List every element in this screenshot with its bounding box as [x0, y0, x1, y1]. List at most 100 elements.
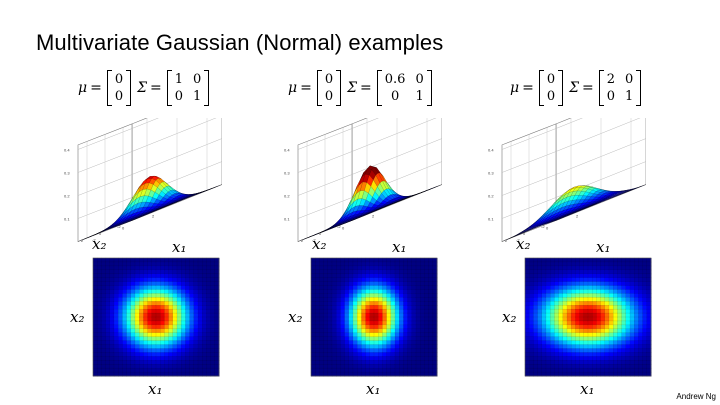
heatmap-cell — [570, 257, 576, 263]
heatmap-cell — [524, 328, 530, 334]
heatmap-cell — [134, 356, 140, 361]
heatmap-cell — [415, 305, 421, 310]
heatmap-cell — [340, 360, 346, 365]
heatmap-cell — [336, 344, 342, 350]
heatmap-cell — [529, 257, 535, 263]
heatmap-cell — [570, 316, 576, 322]
heatmap-cell — [327, 352, 333, 357]
heatmap-cell — [377, 344, 383, 350]
heatmap-cell — [562, 348, 568, 354]
heatmap-cell — [197, 320, 203, 326]
heatmap-cell — [398, 336, 404, 342]
heatmap-cell — [566, 308, 572, 314]
heatmap-cell — [411, 340, 417, 346]
heatmap-cell — [558, 367, 564, 373]
heatmap-cell — [550, 320, 556, 326]
heatmap-cell — [92, 360, 98, 365]
heatmap-cell — [570, 336, 576, 342]
heatmap-cell — [554, 367, 560, 373]
heatmap-cell — [403, 320, 409, 326]
heatmap-cell — [193, 316, 199, 322]
sigma-value: 0 — [415, 72, 424, 87]
heatmap-cell — [415, 297, 421, 302]
heatmap-cell — [365, 297, 371, 302]
heatmap-cell — [541, 356, 547, 361]
heatmap-cell — [545, 344, 551, 350]
heatmap-cell — [168, 332, 174, 338]
heatmap-cell — [185, 316, 191, 322]
heatmap-cell — [109, 293, 115, 298]
heatmap-cell — [172, 301, 178, 306]
heatmap-cell — [193, 265, 199, 271]
heatmap-cell — [101, 281, 107, 287]
heatmap-cell — [398, 328, 404, 334]
x2-tick-label: 2 — [505, 238, 508, 243]
heatmap-cell — [155, 305, 161, 310]
mu-value: 0 — [114, 72, 124, 87]
heatmap-cell — [541, 257, 547, 263]
heatmap-cell — [101, 312, 107, 318]
heatmap-cell — [369, 305, 375, 310]
heatmap-cell — [382, 277, 388, 283]
heatmap-cell — [524, 320, 530, 326]
heatmap-cell — [633, 261, 639, 267]
heatmap-cell — [151, 316, 157, 322]
heatmap-cell — [579, 363, 585, 369]
heatmap-cell — [310, 301, 316, 306]
heatmap-cell — [361, 293, 367, 298]
heatmap-cell — [336, 340, 342, 346]
heatmap-cell — [633, 363, 639, 369]
heatmap-cell — [604, 285, 610, 291]
heatmap-cell — [394, 324, 400, 330]
heatmap-cell — [138, 360, 144, 365]
heatmap-cell — [126, 348, 132, 354]
heatmap-cell — [591, 360, 597, 365]
heatmap-cell — [625, 297, 631, 302]
heatmap-cell — [348, 332, 354, 338]
heatmap-cell — [617, 265, 623, 271]
heatmap-cell — [398, 289, 404, 295]
heatmap-cell — [419, 312, 425, 318]
heatmap-cell — [419, 356, 425, 361]
heatmap-cell — [159, 293, 165, 298]
heatmap-cell — [575, 285, 581, 291]
heatmap-cell — [352, 285, 358, 291]
heatmap-cell — [537, 360, 543, 365]
heatmap-cell — [382, 344, 388, 350]
heatmap-cell — [352, 336, 358, 342]
heatmap-cell — [407, 308, 413, 314]
heatmap-cell — [596, 273, 602, 279]
heatmap-cell — [382, 305, 388, 310]
heatmap-cell — [415, 363, 421, 369]
heatmap-cell — [101, 363, 107, 369]
heatmap-cell — [570, 273, 576, 279]
heatmap-cell — [390, 285, 396, 291]
heatmap-cell — [210, 281, 216, 287]
heatmap-cell — [377, 348, 383, 354]
heatmap-cell — [206, 324, 212, 330]
heatmap-cell — [415, 332, 421, 338]
heatmap-cell — [164, 297, 170, 302]
heatmap-cell — [424, 336, 430, 342]
heatmap-cell — [545, 273, 551, 279]
heatmap-cell — [386, 305, 392, 310]
heatmap-cell — [206, 281, 212, 287]
heatmap-cell — [155, 360, 161, 365]
heatmap-cell — [319, 308, 325, 314]
heatmap-cell — [570, 328, 576, 334]
heatmap-cell — [189, 348, 195, 354]
heatmap-cell — [642, 356, 648, 361]
heatmap-cell — [159, 344, 165, 350]
heatmap-cell — [210, 332, 216, 338]
heatmap-cell — [361, 316, 367, 322]
heatmap-cell — [310, 297, 316, 302]
heatmap-cell — [365, 336, 371, 342]
heatmap-cell — [310, 273, 316, 279]
heatmap-cell — [373, 363, 379, 369]
heatmap-cell — [101, 360, 107, 365]
heatmap-cell — [151, 340, 157, 346]
heatmap-cell — [583, 316, 589, 322]
heatmap-cell — [327, 356, 333, 361]
heatmap-cell — [176, 289, 182, 295]
heatmap-cell — [323, 265, 329, 271]
